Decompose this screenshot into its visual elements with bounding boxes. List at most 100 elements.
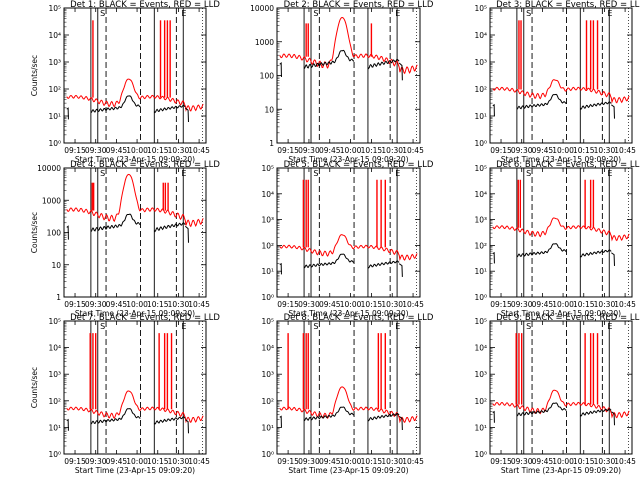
y-tick-label: 1 [56, 293, 61, 302]
marker-annotation: E [607, 169, 612, 178]
events-edge [611, 411, 615, 426]
x-tick-label: 09:45 [532, 457, 554, 466]
plot-frame [489, 320, 633, 455]
x-tick-label: 10:15 [361, 146, 383, 155]
panel-title: Det 9: BLACK = Events, RED = LLD [496, 313, 640, 323]
x-tick-label: 09:30 [85, 300, 107, 309]
y-tick-label: 10⁰ [474, 450, 487, 459]
series-events [303, 406, 355, 422]
y-tick-label: 10² [474, 397, 487, 406]
series-lld [66, 173, 204, 228]
panel-title: Det 3: BLACK = Events, RED = LLD [496, 0, 640, 10]
y-tick-label: 10⁴ [474, 190, 487, 199]
marker-annotation: S [100, 9, 105, 18]
x-tick-label: 09:30 [511, 300, 533, 309]
x-tick-label: 09:15 [64, 457, 86, 466]
y-tick-label: 100 [47, 229, 62, 238]
events-edge [492, 251, 495, 264]
y-tick-label: 10 [51, 261, 61, 270]
x-tick-label: 10:30 [381, 300, 403, 309]
plot-frame [276, 7, 421, 144]
panel-title: Det 8: BLACK = Events, RED = LLD [284, 313, 434, 323]
x-tick-label: 10:15 [147, 146, 169, 155]
panel-title: Det 7: BLACK = Events, RED = LLD [70, 313, 220, 323]
events-edge [398, 263, 403, 277]
marker-annotation: E [181, 9, 186, 18]
x-tick-label: 09:45 [106, 457, 128, 466]
x-tick-label: 10:30 [168, 146, 190, 155]
y-tick-label: 10² [261, 397, 274, 406]
events-edge [398, 62, 403, 81]
events-edge [184, 225, 189, 243]
y-tick-label: 10² [474, 85, 487, 94]
plot-frame [63, 7, 207, 144]
x-tick-label: 10:00 [126, 457, 148, 466]
series-events [153, 416, 186, 425]
y-tick-label: 10⁵ [261, 164, 274, 173]
y-tick-label: 10⁴ [261, 344, 274, 353]
marker-annotation: S [526, 9, 531, 18]
y-tick-label: 1000 [255, 38, 274, 47]
marker-annotation: E [181, 169, 186, 178]
x-tick-label: 10:00 [340, 300, 362, 309]
y-tick-label: 10 [264, 105, 274, 114]
y-tick-label: 10² [261, 241, 274, 250]
marker-annotation: E [395, 169, 400, 178]
x-tick-label: 09:30 [298, 300, 320, 309]
marker-annotation: E [181, 322, 186, 331]
series-lld [279, 234, 418, 261]
plot-frame [489, 7, 633, 144]
x-tick-label: 09:15 [277, 457, 299, 466]
x-tick-label: 09:45 [319, 146, 341, 155]
events-edge [398, 415, 403, 430]
y-tick-label: 10³ [474, 216, 487, 225]
y-tick-label: 100 [260, 72, 275, 81]
events-edge [279, 61, 282, 78]
series-events [367, 58, 400, 70]
marker-annotation: S [313, 322, 318, 331]
series-lld [279, 386, 418, 424]
marker-annotation: S [100, 169, 105, 178]
y-tick-label: 10000 [37, 164, 61, 173]
x-tick-label: 10:45 [188, 300, 210, 309]
x-tick-label: 09:30 [298, 146, 320, 155]
x-axis-label: Start Time (23-Apr-15 09:09:20) [288, 309, 408, 318]
plot-frame [276, 320, 421, 455]
y-tick-label: 10⁴ [474, 344, 487, 353]
plot-frame [276, 167, 421, 298]
y-tick-label: 10⁵ [48, 317, 61, 326]
x-tick-label: 09:15 [490, 457, 512, 466]
x-tick-label: 10:15 [573, 457, 595, 466]
series-events [516, 243, 567, 258]
x-tick-label: 09:45 [532, 300, 554, 309]
x-tick-label: 09:15 [64, 300, 86, 309]
marker-annotation: S [526, 169, 531, 178]
series-lld [492, 389, 630, 419]
x-tick-label: 09:15 [490, 146, 512, 155]
y-tick-label: 10⁴ [474, 31, 487, 40]
plot-frame [489, 167, 633, 298]
series-events [153, 104, 186, 114]
x-tick-label: 10:45 [614, 300, 636, 309]
panel-7: Det 7: BLACK = Events, RED = LLD 09:15 09:… [30, 313, 220, 475]
y-tick-label: 10⁴ [261, 190, 274, 199]
x-tick-label: 10:30 [594, 457, 616, 466]
y-tick-label: 10¹ [474, 267, 487, 276]
x-tick-label: 10:30 [381, 146, 403, 155]
events-edge [611, 252, 615, 266]
y-tick-label: 10³ [474, 58, 487, 67]
y-tick-label: 10¹ [474, 423, 487, 432]
x-tick-label: 10:45 [614, 457, 636, 466]
series-events [367, 412, 400, 422]
y-tick-label: 10⁴ [48, 31, 61, 40]
y-axis-label: Counts/sec [30, 212, 39, 253]
marker-annotation: E [395, 322, 400, 331]
events-edge [66, 418, 69, 431]
x-tick-label: 10:30 [594, 300, 616, 309]
events-edge [185, 419, 189, 434]
events-edge [492, 410, 495, 423]
y-tick-label: 10² [48, 397, 61, 406]
